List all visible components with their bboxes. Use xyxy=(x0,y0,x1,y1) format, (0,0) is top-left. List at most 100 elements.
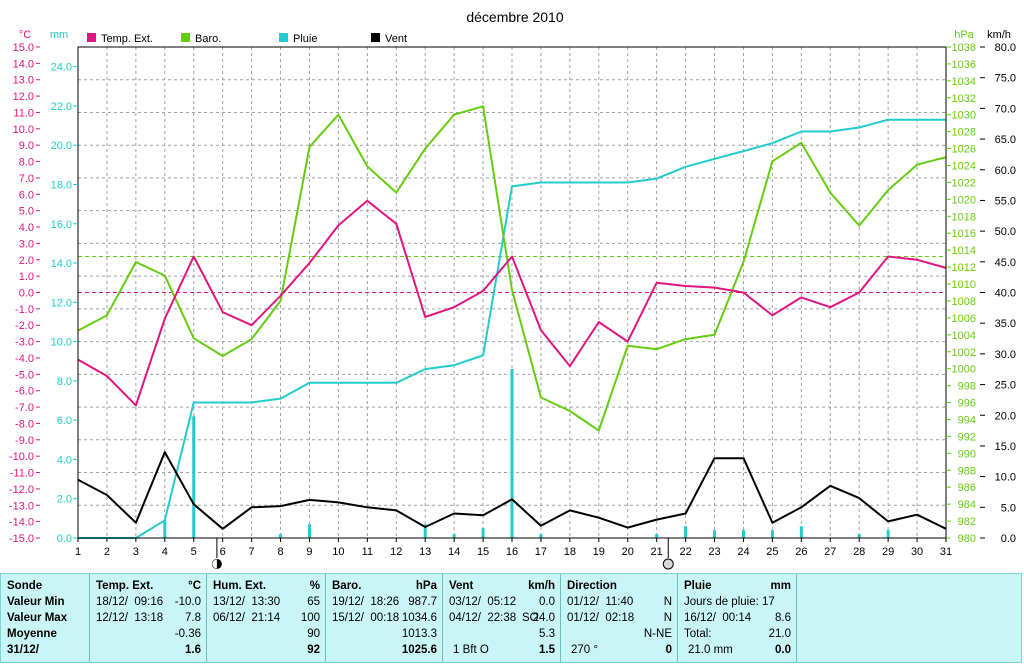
day-tick-label: 5 xyxy=(191,546,197,558)
hum-last: 92 xyxy=(307,644,320,656)
rain-bar-day-28 xyxy=(857,534,861,538)
baro-tick-label: 1004 xyxy=(952,330,976,342)
hum-header: Hum. Ext. xyxy=(213,580,267,592)
baro-unit: hPa xyxy=(415,580,437,592)
baro-tick-label: 1038 xyxy=(952,42,976,54)
rain-bar-day-14 xyxy=(452,534,456,538)
rain-tick-label: 14.0 xyxy=(51,258,72,270)
label-last: 31/12/ xyxy=(7,644,39,656)
temp-tick-label: -14.0 xyxy=(9,517,34,529)
day-tick-label: 13 xyxy=(419,546,431,558)
baro-tick-label: 1034 xyxy=(952,76,976,88)
temp-tick-label: 4.0 xyxy=(19,222,34,234)
temp-tick-label: 11.0 xyxy=(13,107,34,119)
rain-bars xyxy=(163,369,890,538)
baro-tick-label: 990 xyxy=(958,448,976,460)
vent-last: 1.5 xyxy=(539,644,555,656)
baro-tick-label: 1016 xyxy=(952,228,976,240)
rain-tick-label: 12.0 xyxy=(51,297,72,309)
baro-unit-label: hPa xyxy=(954,29,974,41)
wind-tick-label: 40.0 xyxy=(995,288,1016,300)
wind-unit-label: km/h xyxy=(987,29,1011,41)
rain-bar-day-15 xyxy=(481,528,485,538)
vent-max-dir: SO xyxy=(522,612,539,624)
baro-tick-label: 1036 xyxy=(952,59,976,71)
day-tick-label: 11 xyxy=(362,546,373,558)
wind-tick-label: 0.0 xyxy=(1001,533,1016,545)
col-pluie: Pluie mm Jours de pluie: 17 16/12/ 00:14 8… xyxy=(678,574,797,662)
day-tick-label: 1 xyxy=(75,546,81,558)
series-lines xyxy=(77,105,947,539)
wind-tick-label: 50.0 xyxy=(995,226,1016,238)
baro-tick-label: 1028 xyxy=(952,127,976,139)
series-line-rain xyxy=(78,118,946,539)
temp-unit: °C xyxy=(188,580,201,592)
series-line-wind xyxy=(77,451,947,530)
rain-tick-label: 20.0 xyxy=(51,140,72,152)
baro-tick-label: 1012 xyxy=(952,262,976,274)
day-tick-label: 7 xyxy=(249,546,255,558)
legend-swatch-pluie xyxy=(279,33,288,42)
temp-tick-label: 0.0 xyxy=(19,288,34,300)
dir-header: Direction xyxy=(567,580,617,592)
rain-bar-day-23 xyxy=(713,530,717,538)
temp-unit-label: °C xyxy=(19,29,31,41)
wind-tick-label: 30.0 xyxy=(995,349,1016,361)
rain-tick-label: 18.0 xyxy=(51,179,72,191)
temp-axis-ticks: 15.0 14.0 13.0 12.0 11.0 10.0 9.0 8.0 7.0 6.0 5.0 4… xyxy=(9,42,40,545)
temp-max-val: 7.8 xyxy=(185,612,201,624)
temp-tick-label: 13.0 xyxy=(13,75,34,87)
baro-tick-label: 1010 xyxy=(952,279,976,291)
sonde-header: Sonde xyxy=(7,580,43,592)
rain-bar-day-13 xyxy=(423,524,427,538)
dir-min-time: 01/12/ 11:40 xyxy=(567,596,634,608)
rain-bar-day-29 xyxy=(886,530,890,538)
moon-crescent-shape xyxy=(212,559,217,569)
dir-last: 0 xyxy=(665,644,672,656)
rain-tick-label: 10.0 xyxy=(51,337,72,349)
rain-bar-day-22 xyxy=(684,526,688,538)
rain-tick-label: 2.0 xyxy=(57,494,72,506)
baro-tick-label: 988 xyxy=(958,465,976,477)
rain-bar-day-16 xyxy=(510,369,514,538)
dir-avg: N-NE xyxy=(643,628,672,640)
temp-min-time: 18/12/ 09:16 xyxy=(96,596,164,608)
pluie-total-label: Total: xyxy=(684,628,712,640)
vent-last-bft: 1 Bft O xyxy=(453,644,489,656)
temp-tick-label: 5.0 xyxy=(19,206,34,218)
day-tick-label: 24 xyxy=(737,546,749,558)
day-tick-label: 21 xyxy=(651,546,663,558)
baro-min-time: 19/12/ 18:26 xyxy=(332,596,400,608)
temp-tick-label: -12.0 xyxy=(9,484,34,496)
col-baro: Baro. hPa 19/12/ 18:26 987.7 15/12/ 00:18 1… xyxy=(326,574,443,662)
hum-max-val: 100 xyxy=(300,612,320,624)
day-tick-label: 25 xyxy=(766,546,778,558)
baro-tick-label: 1026 xyxy=(952,144,976,156)
temp-tick-label: -4.0 xyxy=(15,353,34,365)
wind-tick-label: 75.0 xyxy=(995,73,1016,85)
wind-tick-label: 10.0 xyxy=(995,472,1016,484)
rain-tick-label: 16.0 xyxy=(51,219,72,231)
hum-min-time: 13/12/ 13:30 xyxy=(213,596,281,608)
temp-tick-label: 1.0 xyxy=(19,271,34,283)
rain-bar-day-25 xyxy=(770,530,774,538)
day-tick-label: 22 xyxy=(679,546,691,558)
wind-tick-label: 15.0 xyxy=(995,441,1016,453)
temp-tick-label: -13.0 xyxy=(9,500,34,512)
day-tick-label: 31 xyxy=(940,546,952,558)
day-tick-label: 15 xyxy=(477,546,489,558)
baro-tick-label: 992 xyxy=(958,431,976,443)
legend: Temp. Ext. Baro. Pluie Vent xyxy=(87,33,407,45)
legend-label-baro: Baro. xyxy=(195,33,221,45)
rain-bar-day-5 xyxy=(192,416,196,538)
temp-tick-label: -15.0 xyxy=(9,533,34,545)
day-tick-label: 4 xyxy=(162,546,168,558)
wind-tick-label: 20.0 xyxy=(995,410,1016,422)
temp-header: Temp. Ext. xyxy=(96,580,154,592)
wind-tick-label: 55.0 xyxy=(995,195,1016,207)
pluie-last-mm: 21.0 mm xyxy=(688,644,733,656)
baro-tick-label: 1024 xyxy=(952,161,976,173)
wind-tick-label: 70.0 xyxy=(995,103,1016,115)
baro-axis-ticks: 1038 1036 1034 1032 1030 1028 1026 1024 1022 1020… xyxy=(946,42,976,545)
dir-min-val: N xyxy=(663,596,672,608)
